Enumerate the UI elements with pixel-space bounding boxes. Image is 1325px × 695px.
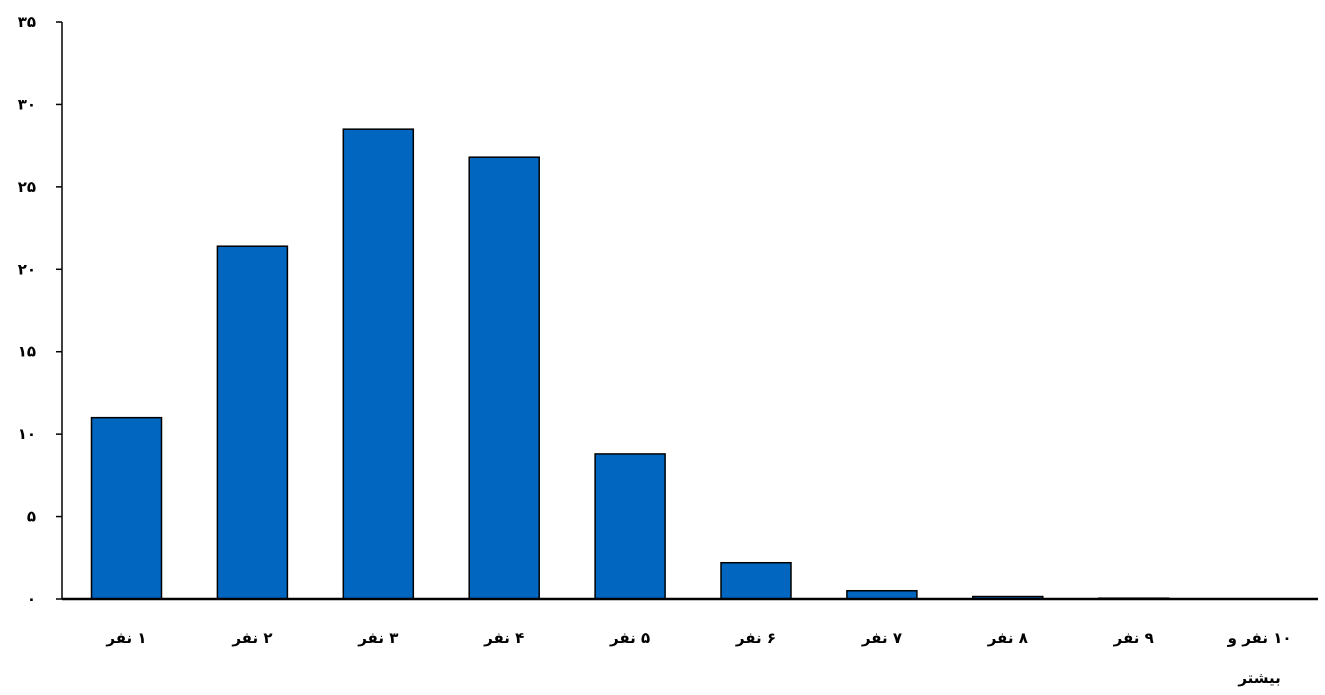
x-tick-label: ۲ نفر <box>231 629 272 647</box>
y-tick-label: ۵ <box>27 508 36 526</box>
x-tick-label: ۶ نفر <box>735 629 776 647</box>
x-tick-label: ۵ نفر <box>609 629 650 647</box>
x-tick-label-line: ۱۰ نفر و <box>1227 629 1292 647</box>
x-tick-label: ۹ نفر <box>1113 629 1154 647</box>
x-tick-label: ۷ نفر <box>861 629 902 647</box>
bar <box>594 453 666 600</box>
x-tick-label-line: ۴ نفر <box>483 629 524 647</box>
y-tick-label: ۳۰ <box>18 95 36 113</box>
bars <box>90 128 1170 600</box>
y-tick-label: ۰ <box>27 590 36 608</box>
y-tick-label: ۳۵ <box>18 13 36 31</box>
bar <box>216 245 289 600</box>
x-tick-label: ۳ نفر <box>357 629 398 647</box>
x-axis: ۱ نفر ۲ نفر ۳ نفر ۴ نفر ۵ نفر ۶ نفر ۷ نفر ۸ نفر… <box>62 597 1318 687</box>
x-tick-label: ۱ نفر <box>105 629 146 647</box>
bar <box>90 416 163 600</box>
x-tick-label-line: ۱ نفر <box>105 629 146 647</box>
y-tick-label: ۲۵ <box>18 178 36 196</box>
x-tick-label: ۴ نفر <box>483 629 524 647</box>
y-tick-label: ۲۰ <box>18 260 36 278</box>
y-axis: ۰ ۵ ۱۰ ۱۵ ۲۰ ۲۵ ۳۰ ۳۵ <box>18 13 63 608</box>
x-tick-label-line: ۳ نفر <box>357 629 398 647</box>
bar <box>342 128 415 600</box>
x-tick-label-line: بیشتر <box>1237 669 1280 687</box>
x-tick-label: ۸ نفر <box>987 629 1028 647</box>
x-tick-label-line: ۸ نفر <box>987 629 1028 647</box>
x-tick-label: ۱۰ نفر و بیشتر <box>1227 629 1292 687</box>
y-tick-label: ۱۵ <box>18 343 36 361</box>
bar <box>720 561 792 600</box>
x-tick-label-line: ۶ نفر <box>735 629 776 647</box>
x-tick-label-line: ۲ نفر <box>231 629 272 647</box>
y-tick-label: ۱۰ <box>18 425 36 443</box>
x-tick-label-line: ۷ نفر <box>861 629 902 647</box>
x-tick-label-line: ۹ نفر <box>1113 629 1154 647</box>
bar <box>468 156 540 600</box>
x-tick-label-line: ۵ نفر <box>609 629 650 647</box>
